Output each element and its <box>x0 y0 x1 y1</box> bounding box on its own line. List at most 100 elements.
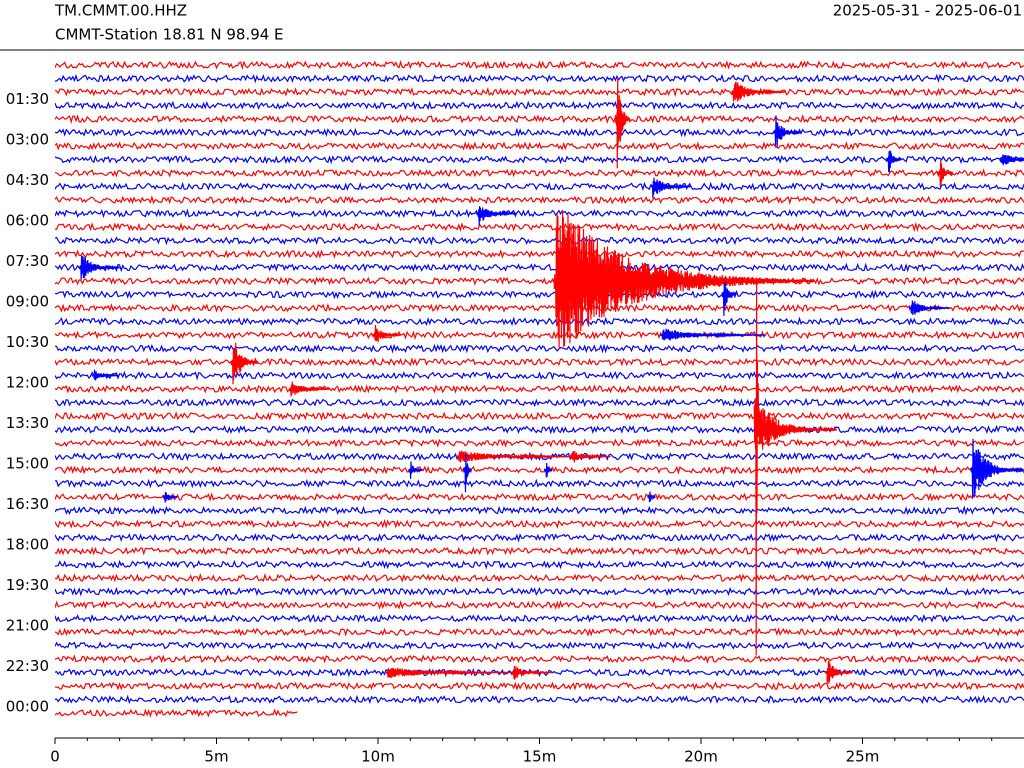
seismic-event <box>999 154 1024 166</box>
y-tick-label: 18:00 <box>6 536 49 554</box>
y-tick-label: 00:00 <box>6 698 49 716</box>
seismic-event <box>408 461 424 479</box>
trace <box>55 370 1024 381</box>
y-tick-label: 13:30 <box>6 414 49 432</box>
trace <box>55 492 1024 502</box>
trace <box>55 289 1024 300</box>
trace <box>55 195 1024 205</box>
seismic-event <box>385 667 517 679</box>
seismic-event <box>463 453 472 493</box>
x-tick-label: 5m <box>204 748 228 766</box>
trace <box>55 181 1024 192</box>
seismic-event <box>650 177 692 199</box>
trace <box>55 694 1024 705</box>
trace <box>55 411 1024 421</box>
y-tick-label: 21:00 <box>6 617 49 635</box>
trace <box>55 100 1024 111</box>
trace <box>55 221 1024 233</box>
trace <box>55 667 1024 678</box>
trace <box>55 343 1024 354</box>
trace <box>55 478 1024 489</box>
seismic-event <box>162 491 178 503</box>
y-tick-label: 12:00 <box>6 374 49 392</box>
seismic-event <box>647 491 656 503</box>
seismic-event <box>553 210 815 350</box>
traces <box>55 60 1024 718</box>
y-tick-label: 09:00 <box>6 293 49 311</box>
trace <box>55 424 1024 435</box>
trace <box>55 559 1024 570</box>
x-tick-label: 15m <box>523 748 557 766</box>
trace <box>55 303 1024 313</box>
trace <box>55 276 1024 286</box>
y-tick-label: 01:30 <box>6 90 49 108</box>
seismic-event <box>78 255 120 280</box>
x-tick-label: 10m <box>361 748 395 766</box>
trace <box>55 627 1024 637</box>
y-tick-label: 06:00 <box>6 212 49 230</box>
trace <box>55 438 1024 448</box>
x-tick-label: 0 <box>50 748 60 766</box>
trace <box>55 640 1024 650</box>
trace <box>55 154 1024 165</box>
trace <box>55 262 1024 273</box>
seismic-event <box>91 369 120 381</box>
trace <box>55 357 1024 367</box>
trace <box>55 451 1024 462</box>
seismic-event <box>569 450 611 463</box>
seismic-event <box>475 206 518 226</box>
seismic-event <box>937 159 954 187</box>
seismic-event <box>773 115 802 148</box>
seismic-event <box>372 324 401 343</box>
seismic-event <box>721 281 737 316</box>
trace <box>55 60 1024 71</box>
x-tick-label: 25m <box>846 748 880 766</box>
seismic-event <box>756 408 838 450</box>
trace <box>55 114 1024 124</box>
trace <box>55 654 1024 664</box>
trace <box>55 600 1024 610</box>
seismic-event <box>731 81 786 102</box>
trace <box>55 465 1024 476</box>
trace <box>55 681 1024 691</box>
trace <box>55 141 1024 151</box>
trace <box>55 397 1024 408</box>
trace <box>55 708 298 718</box>
trace <box>55 505 1024 516</box>
seismic-event <box>614 77 631 169</box>
y-tick-label: 04:30 <box>6 171 49 189</box>
trace <box>55 316 1024 327</box>
seismic-event <box>970 438 1024 498</box>
y-tick-label: 07:30 <box>6 252 49 270</box>
seismic-event <box>288 381 330 397</box>
trace <box>55 330 1024 340</box>
seismic-event <box>824 660 853 684</box>
y-tick-label: 16:30 <box>6 495 49 513</box>
trace <box>55 532 1024 543</box>
trace <box>55 384 1024 394</box>
trace <box>55 236 1024 246</box>
y-tick-label: 03:00 <box>6 131 49 149</box>
seismic-event <box>511 666 553 680</box>
trace <box>55 518 1024 529</box>
trace <box>55 586 1024 597</box>
seismic-event <box>753 277 761 656</box>
trace <box>55 127 1024 138</box>
seismic-event <box>908 300 950 316</box>
y-tick-label: 19:30 <box>6 576 49 594</box>
date-range: 2025-05-31 - 2025-06-01 <box>833 2 1022 20</box>
trace <box>55 613 1024 623</box>
trace <box>55 572 1024 583</box>
seismic-event <box>886 150 902 173</box>
seismic-event <box>543 462 553 478</box>
station-subtitle: CMMT-Station 18.81 N 98.94 E <box>55 26 284 44</box>
seismic-event <box>456 450 589 463</box>
trace <box>55 87 1024 97</box>
trace <box>55 546 1024 556</box>
trace <box>55 167 1024 178</box>
y-tick-label: 22:30 <box>6 657 49 675</box>
x-tick-label: 20m <box>684 748 718 766</box>
seismic-event <box>230 342 259 385</box>
y-tick-label: 10:30 <box>6 333 49 351</box>
